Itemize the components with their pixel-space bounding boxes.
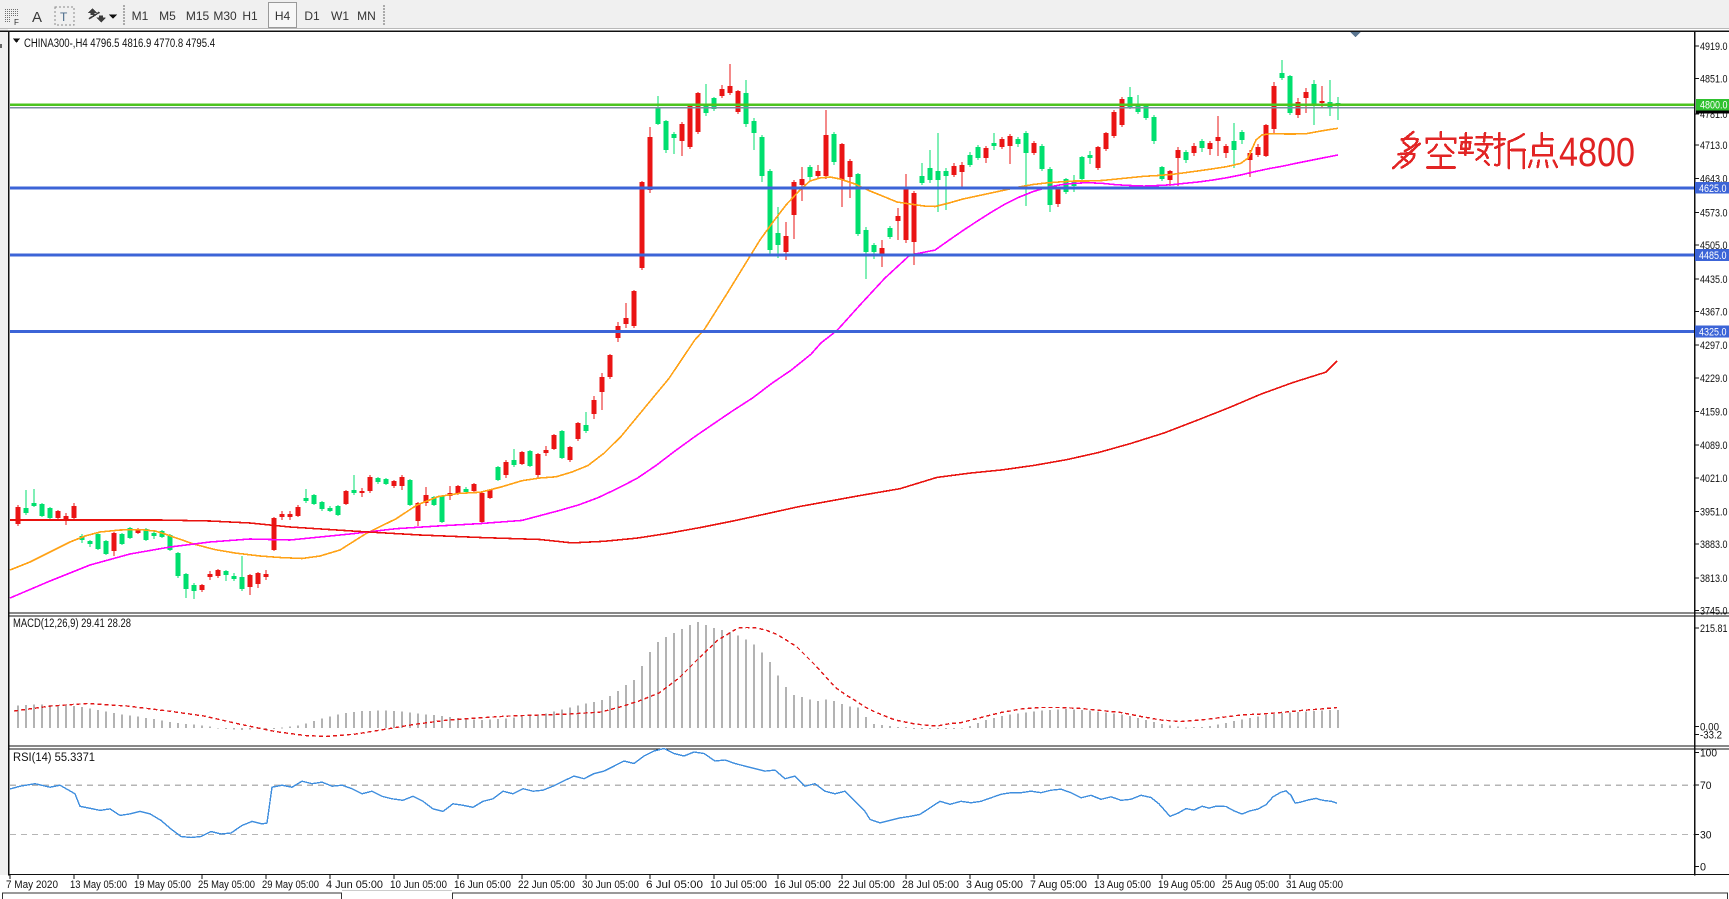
svg-text:70: 70: [1700, 780, 1712, 792]
svg-text:M30: M30: [213, 9, 237, 23]
svg-text:A: A: [32, 9, 42, 26]
svg-text:4 Jun 05:00: 4 Jun 05:00: [326, 879, 383, 891]
svg-text:28 Jul 05:00: 28 Jul 05:00: [902, 879, 959, 891]
svg-text:M1: M1: [132, 9, 149, 23]
svg-text:13 Aug 05:00: 13 Aug 05:00: [1094, 879, 1151, 891]
svg-text:19 Aug 05:00: 19 Aug 05:00: [1158, 879, 1215, 891]
svg-text:19 May 05:00: 19 May 05:00: [134, 879, 191, 891]
svg-text:22 Jun 05:00: 22 Jun 05:00: [518, 879, 575, 891]
svg-text:25 Aug 05:00: 25 Aug 05:00: [1222, 879, 1279, 891]
svg-text:M5: M5: [159, 9, 176, 23]
svg-text:4800: 4800: [1559, 129, 1635, 175]
svg-text:7 Aug 05:00: 7 Aug 05:00: [1030, 879, 1087, 891]
svg-text:3883.0: 3883.0: [1700, 539, 1728, 551]
svg-text:M15: M15: [186, 9, 210, 23]
svg-text:RSI(14) 55.3371: RSI(14) 55.3371: [13, 752, 95, 764]
svg-text:4573.0: 4573.0: [1700, 207, 1728, 219]
svg-text:4713.0: 4713.0: [1700, 140, 1728, 152]
svg-text:H4: H4: [275, 9, 291, 23]
svg-text:3 Aug 05:00: 3 Aug 05:00: [966, 879, 1023, 891]
svg-text:T: T: [60, 10, 68, 24]
svg-text:MN: MN: [357, 9, 376, 23]
svg-text:H1: H1: [242, 9, 258, 23]
svg-text:4089.0: 4089.0: [1700, 440, 1728, 452]
svg-text:0.00: 0.00: [1700, 722, 1719, 734]
svg-text:F: F: [14, 18, 19, 27]
svg-text:4625.0: 4625.0: [1699, 183, 1727, 195]
svg-text:4229.0: 4229.0: [1700, 373, 1728, 385]
svg-text:4435.0: 4435.0: [1700, 274, 1728, 286]
svg-text:4505.0: 4505.0: [1700, 240, 1728, 252]
svg-text:10 Jun 05:00: 10 Jun 05:00: [390, 879, 447, 891]
svg-text:4021.0: 4021.0: [1700, 473, 1728, 485]
svg-text:3745.0: 3745.0: [1700, 606, 1728, 618]
svg-text:W1: W1: [331, 9, 349, 23]
svg-text:0: 0: [1700, 862, 1706, 874]
svg-text:16 Jul 05:00: 16 Jul 05:00: [774, 879, 831, 891]
svg-text:4297.0: 4297.0: [1700, 340, 1728, 352]
svg-text:4367.0: 4367.0: [1700, 307, 1728, 319]
svg-text:31 Aug 05:00: 31 Aug 05:00: [1286, 879, 1343, 891]
svg-text:10 Jul 05:00: 10 Jul 05:00: [710, 879, 767, 891]
svg-text:30: 30: [1700, 830, 1712, 842]
svg-text:25 May 05:00: 25 May 05:00: [198, 879, 255, 891]
svg-text:3951.0: 3951.0: [1700, 507, 1728, 519]
svg-text:4800.0: 4800.0: [1700, 100, 1728, 112]
svg-text:CHINA300-,H4 4796.5 4816.9 47: CHINA300-,H4 4796.5 4816.9 4770.8 4795.4: [24, 38, 215, 50]
svg-text:4325.0: 4325.0: [1699, 327, 1727, 339]
svg-text:13 May 05:00: 13 May 05:00: [70, 879, 127, 891]
svg-text:29 May 05:00: 29 May 05:00: [262, 879, 319, 891]
svg-text:215.81: 215.81: [1700, 623, 1728, 635]
svg-text:4919.0: 4919.0: [1700, 41, 1728, 53]
svg-text:22 Jul 05:00: 22 Jul 05:00: [838, 879, 895, 891]
svg-text:6 Jul 05:00: 6 Jul 05:00: [646, 879, 703, 891]
svg-text:100: 100: [1700, 748, 1717, 760]
svg-text:4159.0: 4159.0: [1700, 407, 1728, 419]
svg-text:D1: D1: [304, 9, 320, 23]
svg-text:MACD(12,26,9) 29.41 28.28: MACD(12,26,9) 29.41 28.28: [13, 618, 131, 630]
svg-text:-33.2: -33.2: [1700, 730, 1722, 742]
svg-text:3813.0: 3813.0: [1700, 573, 1728, 585]
svg-text:4485.0: 4485.0: [1699, 250, 1727, 262]
svg-text:4851.0: 4851.0: [1700, 74, 1728, 86]
svg-text:16 Jun 05:00: 16 Jun 05:00: [454, 879, 511, 891]
svg-text:7 May 2020: 7 May 2020: [6, 879, 58, 891]
svg-text:30 Jun 05:00: 30 Jun 05:00: [582, 879, 639, 891]
